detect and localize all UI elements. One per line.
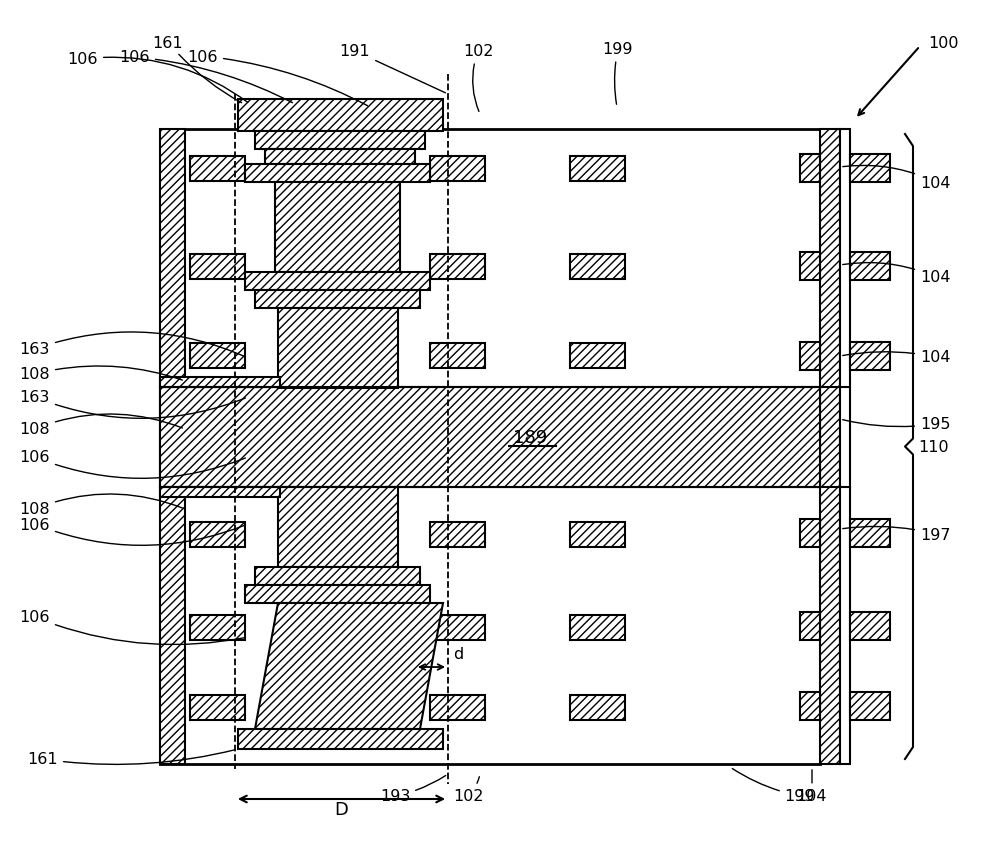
Bar [238,100,443,132]
Text: 100: 100 [928,36,958,50]
Bar [255,291,420,309]
Text: 108: 108 [19,415,182,437]
Bar [190,255,245,280]
Bar [430,344,485,368]
Text: d: d [453,647,463,662]
Bar [160,130,185,764]
Bar [245,273,430,291]
Bar [160,487,280,497]
Bar [850,519,890,548]
Bar [430,157,485,182]
Text: 106: 106 [188,49,368,107]
Bar [430,615,485,641]
Bar [570,522,625,548]
Bar [800,519,820,548]
Text: 189: 189 [513,428,547,446]
Text: 102: 102 [453,777,483,804]
Text: 195: 195 [843,417,950,432]
Bar [570,615,625,641]
Bar [850,343,890,370]
Polygon shape [255,603,443,729]
Text: 197: 197 [843,527,950,542]
Bar [255,132,425,150]
Text: 191: 191 [340,44,445,94]
Bar [430,522,485,548]
Text: 106: 106 [20,450,245,479]
Bar [570,695,625,720]
Text: D: D [335,800,348,818]
Bar [850,692,890,720]
Bar [265,150,415,165]
Bar [430,255,485,280]
Text: 163: 163 [20,390,245,419]
Text: 161: 161 [27,750,235,767]
Text: 110: 110 [918,440,949,455]
Bar [800,692,820,720]
Bar [800,343,820,370]
Text: 106: 106 [120,50,293,103]
Bar [278,487,398,567]
Bar [850,612,890,641]
Text: 193: 193 [380,775,446,804]
Bar [160,378,280,387]
Bar [800,154,820,183]
Bar [190,615,245,641]
Text: 161: 161 [153,36,242,103]
Bar [800,252,820,281]
Bar [840,130,850,764]
Text: 163: 163 [20,333,245,357]
Bar [245,165,430,183]
Bar [570,157,625,182]
Bar [245,585,430,603]
Bar [190,344,245,368]
Bar [190,695,245,720]
Bar [160,387,820,487]
Bar [800,612,820,641]
Bar [238,729,443,749]
Text: 199: 199 [732,769,815,804]
Bar [850,252,890,281]
Bar [278,309,398,389]
Bar [190,522,245,548]
Text: 106: 106 [20,517,245,546]
Text: 199: 199 [603,43,633,105]
Text: 106: 106 [68,52,248,103]
Text: 106: 106 [20,610,245,645]
Text: 104: 104 [843,166,950,190]
Text: 102: 102 [463,44,493,113]
Bar [820,130,840,764]
Text: 104: 104 [843,264,950,285]
Text: 104: 104 [797,770,827,804]
Bar [430,695,485,720]
Bar [160,130,820,764]
Bar [570,344,625,368]
Text: 108: 108 [19,495,182,517]
Bar [190,157,245,182]
Text: 108: 108 [19,367,182,382]
Bar [275,183,400,273]
Text: 104: 104 [843,350,950,365]
Bar [255,567,420,585]
Bar [850,154,890,183]
Bar [570,255,625,280]
